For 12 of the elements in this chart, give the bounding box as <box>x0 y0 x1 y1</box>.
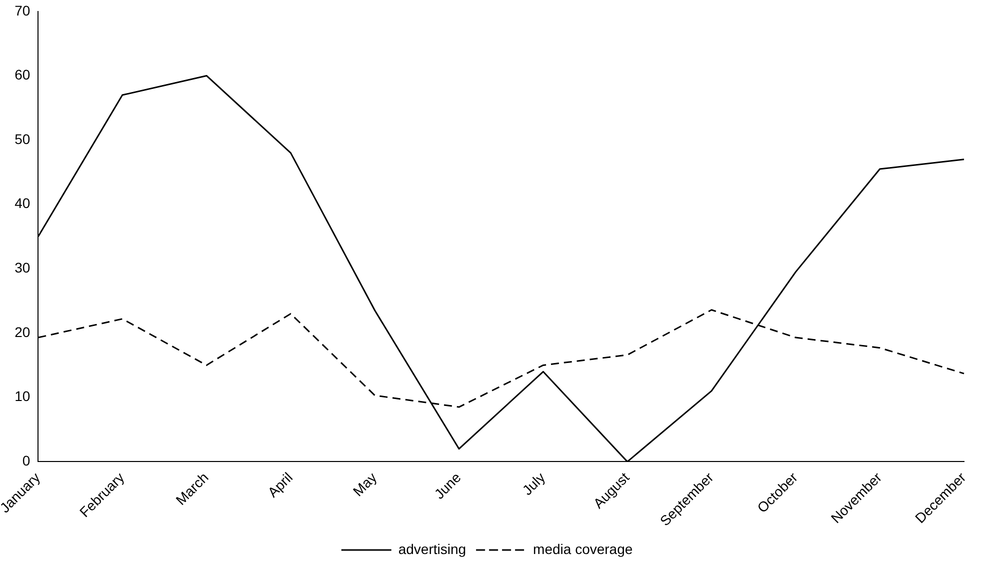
y-tick-label: 50 <box>14 130 30 147</box>
y-tick-label: 70 <box>14 2 30 18</box>
x-tick-label: May <box>350 469 380 500</box>
y-tick-label: 60 <box>14 66 30 83</box>
x-tick-label: July <box>519 469 548 498</box>
legend-label: media coverage <box>533 540 633 557</box>
legend-label: advertising <box>398 540 466 557</box>
y-tick-label: 40 <box>14 195 30 212</box>
y-tick-label: 0 <box>22 452 30 469</box>
y-tick-label: 20 <box>14 324 30 340</box>
y-tick-label: 30 <box>14 260 30 276</box>
y-tick-label: 10 <box>14 388 30 404</box>
